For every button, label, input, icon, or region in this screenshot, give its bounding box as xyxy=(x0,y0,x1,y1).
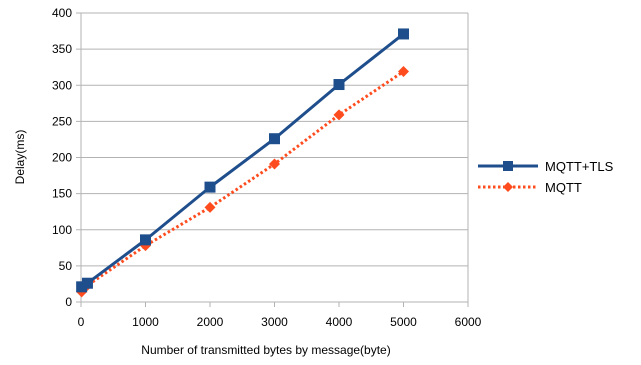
y-tick-label: 50 xyxy=(59,259,73,273)
x-tick-label: 3000 xyxy=(261,315,288,329)
y-tick-label: 200 xyxy=(52,151,72,165)
legend-label: MQTT+TLS xyxy=(545,159,614,174)
y-tick-label: 300 xyxy=(52,78,72,92)
x-tick-label: 4000 xyxy=(326,315,353,329)
axes xyxy=(76,12,469,307)
data-point xyxy=(269,158,280,170)
data-point xyxy=(81,277,93,289)
data-point xyxy=(76,281,88,293)
legend-swatch-marker xyxy=(503,161,513,171)
legend-swatch-marker xyxy=(503,182,513,192)
legend: MQTT+TLS MQTT xyxy=(478,159,614,195)
y-tick-label: 400 xyxy=(52,6,72,20)
y-tick-label: 0 xyxy=(65,295,72,309)
y-tick-label: 250 xyxy=(52,114,72,128)
data-point xyxy=(140,234,151,246)
y-axis-label: Delay(ms) xyxy=(13,130,27,185)
y-tick-label: 100 xyxy=(52,223,72,237)
x-axis-label: Number of transmitted bytes by message(b… xyxy=(141,343,390,357)
data-point xyxy=(333,109,345,121)
series-line xyxy=(80,32,405,289)
x-tick-label: 0 xyxy=(78,315,85,329)
y-tick-label: 150 xyxy=(52,187,72,201)
series-mqtt xyxy=(76,66,409,298)
series-line xyxy=(80,70,405,293)
series-lines xyxy=(76,28,409,298)
x-tick-label: 2000 xyxy=(197,315,224,329)
grid-lines xyxy=(81,12,468,267)
data-point xyxy=(398,66,409,78)
data-point xyxy=(333,79,345,91)
data-point xyxy=(204,181,216,193)
data-point xyxy=(398,28,409,40)
legend-label: MQTT xyxy=(545,180,582,195)
x-tick-label: 6000 xyxy=(455,315,482,329)
data-point xyxy=(269,133,280,145)
legend-item: MQTT xyxy=(478,180,582,195)
x-tick-label: 1000 xyxy=(132,315,159,329)
x-tick-label: 5000 xyxy=(390,315,417,329)
data-point xyxy=(204,201,216,213)
series-mqtt-tls xyxy=(76,28,409,293)
y-tick-label: 350 xyxy=(52,42,72,56)
legend-item: MQTT+TLS xyxy=(478,159,614,174)
